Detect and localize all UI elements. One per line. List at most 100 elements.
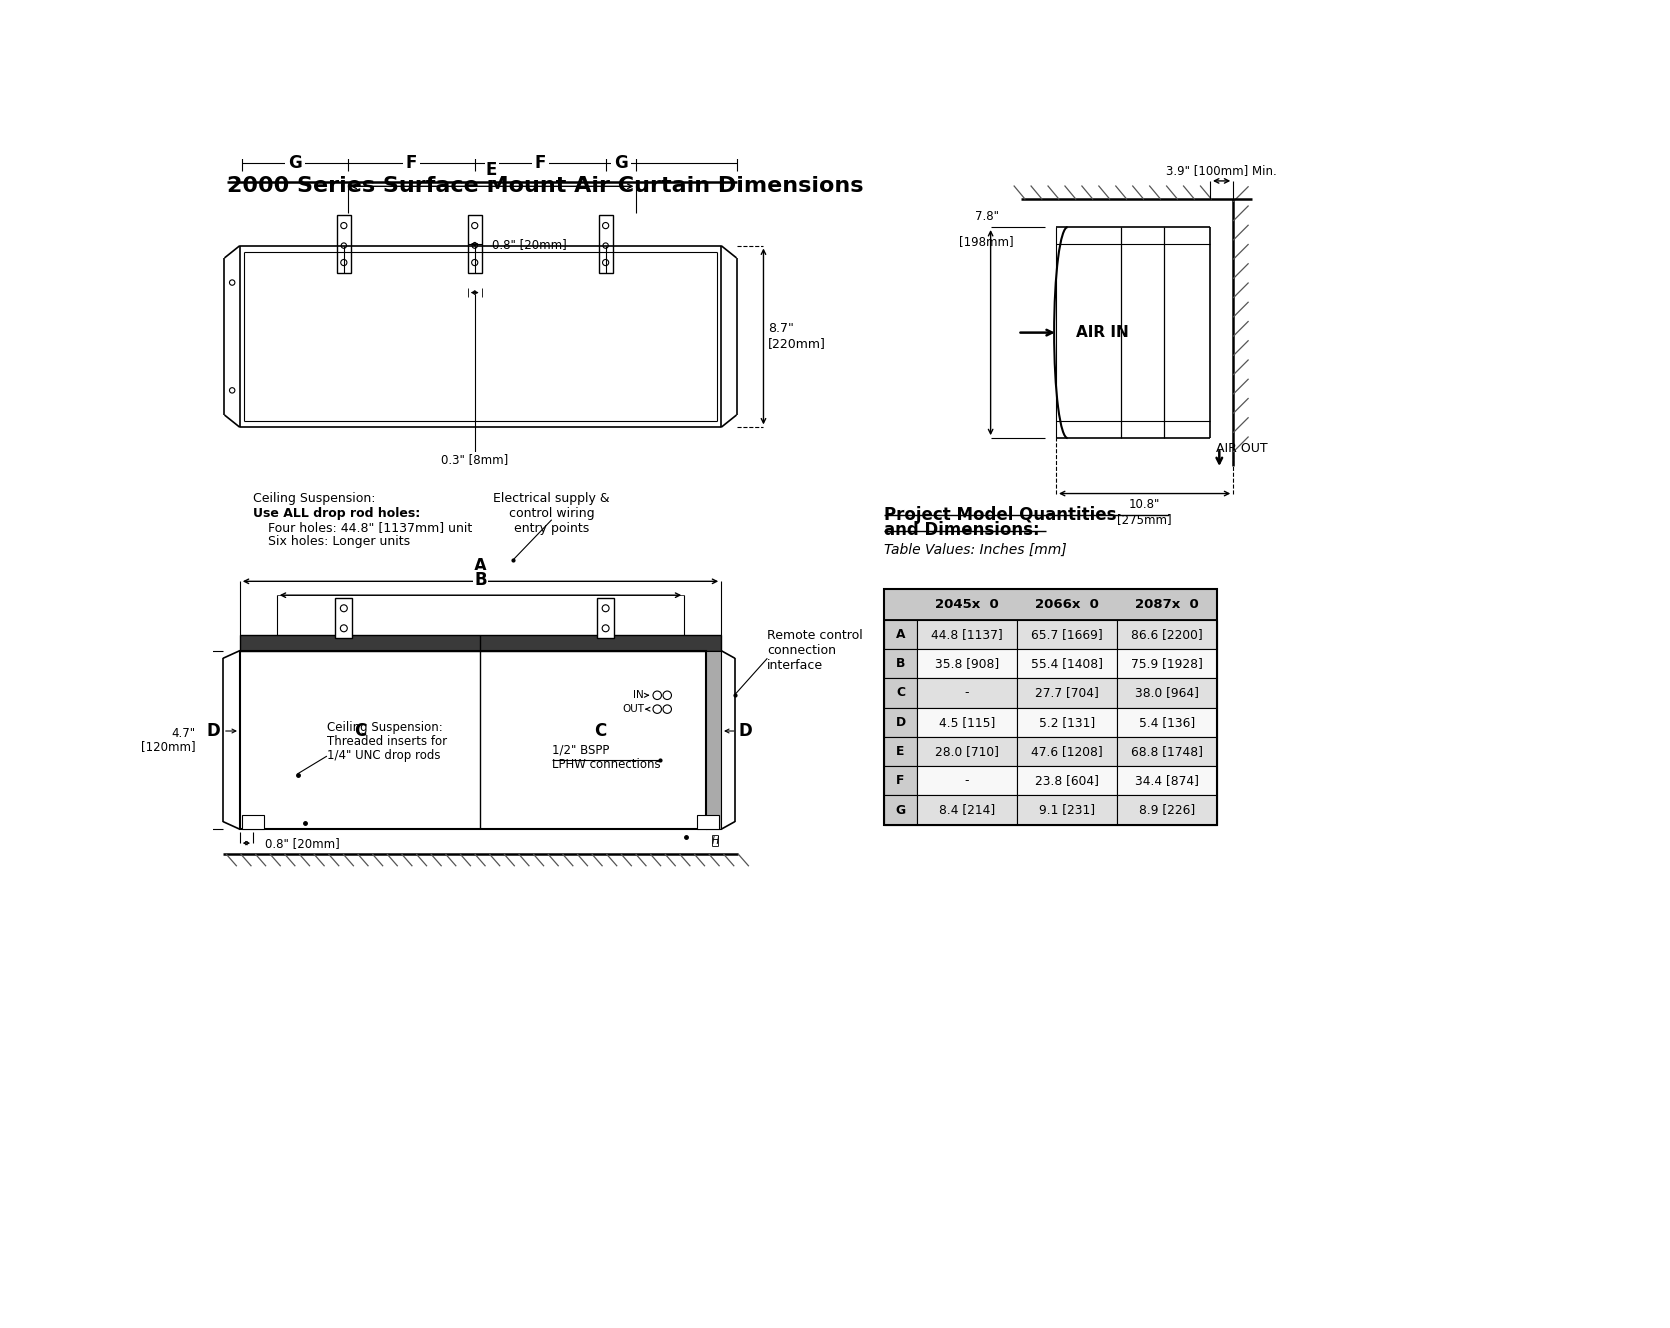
Bar bbox=[240, 651, 706, 829]
Text: 28.0 [710]: 28.0 [710] bbox=[935, 745, 999, 758]
Text: 47.6 [1208]: 47.6 [1208] bbox=[1030, 745, 1102, 758]
Text: E: E bbox=[897, 745, 905, 758]
Text: G: G bbox=[895, 803, 905, 817]
Bar bbox=[1017, 766, 1117, 795]
Text: Electrical supply &
control wiring
entry points: Electrical supply & control wiring entry… bbox=[493, 491, 610, 535]
Text: 0.8" [20mm]: 0.8" [20mm] bbox=[491, 238, 566, 251]
Text: 2066x  0: 2066x 0 bbox=[1035, 598, 1099, 611]
Text: 8.7"
[220mm]: 8.7" [220mm] bbox=[768, 323, 827, 351]
Bar bbox=[1117, 737, 1217, 766]
Text: 2045x  0: 2045x 0 bbox=[935, 598, 999, 611]
Bar bbox=[336, 598, 352, 639]
Text: 55.4 [1408]: 55.4 [1408] bbox=[1030, 657, 1102, 671]
Bar bbox=[1117, 795, 1217, 825]
Bar bbox=[1117, 708, 1217, 737]
Bar bbox=[1017, 737, 1117, 766]
Text: AIR OUT: AIR OUT bbox=[1216, 442, 1268, 454]
Text: B: B bbox=[895, 657, 905, 671]
Text: 4.7": 4.7" bbox=[170, 728, 195, 740]
Text: OUT: OUT bbox=[623, 704, 645, 714]
Bar bbox=[1017, 679, 1117, 708]
Text: G: G bbox=[287, 154, 302, 173]
Text: D: D bbox=[205, 722, 220, 740]
Text: Threaded inserts for: Threaded inserts for bbox=[327, 736, 448, 748]
Text: B: B bbox=[474, 571, 488, 590]
Text: Project Model Quantities: Project Model Quantities bbox=[885, 506, 1117, 523]
Text: 68.8 [1748]: 68.8 [1748] bbox=[1131, 745, 1202, 758]
Bar bbox=[598, 598, 615, 639]
Bar bbox=[885, 737, 917, 766]
Text: -: - bbox=[965, 687, 969, 700]
Text: H: H bbox=[711, 835, 718, 846]
Text: 10.8"
[275mm]: 10.8" [275mm] bbox=[1117, 498, 1172, 526]
Text: D: D bbox=[895, 716, 905, 729]
Text: 34.4 [874]: 34.4 [874] bbox=[1136, 774, 1199, 788]
Text: Ceiling Suspension:: Ceiling Suspension: bbox=[252, 491, 376, 505]
Bar bbox=[1017, 795, 1117, 825]
Text: 2000 Series Surface Mount Air Curtain Dimensions: 2000 Series Surface Mount Air Curtain Di… bbox=[227, 177, 863, 197]
Text: IN: IN bbox=[633, 691, 645, 700]
Text: C: C bbox=[354, 722, 366, 740]
Text: Ceiling Suspension:: Ceiling Suspension: bbox=[327, 721, 443, 734]
Text: 23.8 [604]: 23.8 [604] bbox=[1035, 774, 1099, 788]
Bar bbox=[917, 708, 1017, 737]
Bar bbox=[706, 651, 721, 829]
Bar bbox=[1017, 649, 1117, 679]
Bar bbox=[1017, 708, 1117, 737]
Bar bbox=[242, 815, 264, 829]
Text: F: F bbox=[534, 154, 546, 173]
Text: Use ALL drop rod holes:: Use ALL drop rod holes: bbox=[252, 506, 421, 519]
Text: AIR IN: AIR IN bbox=[1075, 325, 1129, 340]
Text: 8.4 [214]: 8.4 [214] bbox=[939, 803, 995, 817]
Bar bbox=[885, 708, 917, 737]
Bar bbox=[885, 766, 917, 795]
Text: Six holes: Longer units: Six holes: Longer units bbox=[269, 535, 411, 548]
Text: C: C bbox=[897, 687, 905, 700]
Text: 5.2 [131]: 5.2 [131] bbox=[1039, 716, 1096, 729]
Bar bbox=[598, 215, 613, 272]
Bar bbox=[240, 635, 721, 651]
Text: 2087x  0: 2087x 0 bbox=[1136, 598, 1199, 611]
Text: Four holes: 44.8" [1137mm] unit: Four holes: 44.8" [1137mm] unit bbox=[269, 522, 473, 534]
Text: 7.8": 7.8" bbox=[975, 210, 999, 223]
Text: 5.4 [136]: 5.4 [136] bbox=[1139, 716, 1196, 729]
Text: 38.0 [964]: 38.0 [964] bbox=[1136, 687, 1199, 700]
Text: D: D bbox=[738, 722, 753, 740]
Bar bbox=[885, 590, 1217, 825]
Text: 35.8 [908]: 35.8 [908] bbox=[935, 657, 999, 671]
Bar bbox=[468, 215, 481, 272]
Bar bbox=[698, 815, 718, 829]
Bar bbox=[1017, 620, 1117, 649]
Text: 86.6 [2200]: 86.6 [2200] bbox=[1131, 628, 1202, 641]
Text: G: G bbox=[615, 154, 628, 173]
Bar bbox=[1117, 766, 1217, 795]
Text: 8.9 [226]: 8.9 [226] bbox=[1139, 803, 1196, 817]
Text: A: A bbox=[895, 628, 905, 641]
Bar bbox=[885, 620, 917, 649]
Text: [198mm]: [198mm] bbox=[960, 235, 1014, 248]
Text: 75.9 [1928]: 75.9 [1928] bbox=[1131, 657, 1202, 671]
Text: 44.8 [1137]: 44.8 [1137] bbox=[930, 628, 1002, 641]
Bar bbox=[917, 795, 1017, 825]
Bar bbox=[917, 766, 1017, 795]
Bar bbox=[917, 620, 1017, 649]
Text: 4.5 [115]: 4.5 [115] bbox=[939, 716, 995, 729]
Bar bbox=[337, 215, 351, 272]
Text: [120mm]: [120mm] bbox=[140, 740, 195, 753]
Text: E: E bbox=[486, 161, 498, 178]
Bar bbox=[917, 649, 1017, 679]
Bar bbox=[885, 649, 917, 679]
Text: F: F bbox=[406, 154, 418, 173]
Text: A: A bbox=[474, 558, 488, 575]
Text: 27.7 [704]: 27.7 [704] bbox=[1035, 687, 1099, 700]
Bar bbox=[1117, 620, 1217, 649]
Text: 1/2" BSPP
LPHW connections: 1/2" BSPP LPHW connections bbox=[551, 744, 660, 772]
Text: and Dimensions:: and Dimensions: bbox=[885, 522, 1040, 539]
Bar bbox=[917, 737, 1017, 766]
Text: C: C bbox=[595, 722, 606, 740]
Bar bbox=[885, 590, 1217, 620]
Bar bbox=[885, 795, 917, 825]
Text: F: F bbox=[897, 774, 905, 788]
Text: 65.7 [1669]: 65.7 [1669] bbox=[1030, 628, 1102, 641]
Text: Table Values: Inches [mm]: Table Values: Inches [mm] bbox=[885, 543, 1067, 556]
